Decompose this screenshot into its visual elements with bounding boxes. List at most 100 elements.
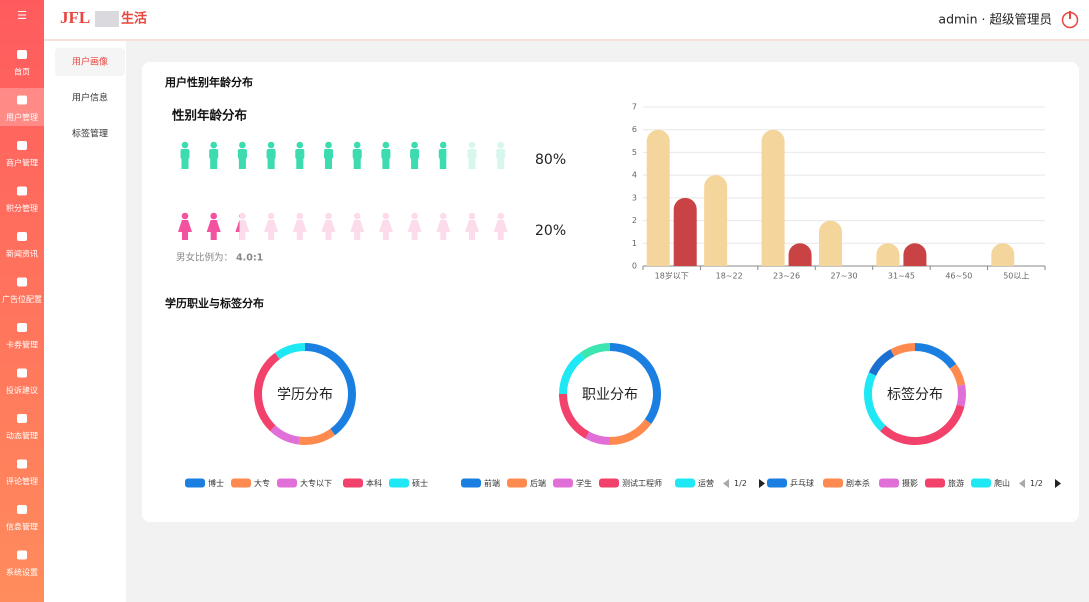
donut-slice <box>956 384 967 407</box>
legend-label[interactable]: 运营 <box>698 478 714 488</box>
donut-slice <box>585 431 610 445</box>
legend-label[interactable]: 博士 <box>208 478 224 488</box>
x-tick-label: 27~30 <box>830 272 857 281</box>
legend-swatch <box>767 478 787 488</box>
icon-body <box>467 149 477 159</box>
icon-body <box>266 149 276 159</box>
icon-body <box>235 220 240 232</box>
icon-legs <box>497 231 504 240</box>
icon-head <box>210 141 217 149</box>
legend-label[interactable]: 爬山 <box>994 478 1010 488</box>
icon-head <box>353 212 361 220</box>
menu-item[interactable]: 系统设置 <box>6 567 38 577</box>
icon-body <box>436 220 451 232</box>
ratio-label: 男女比例为： <box>176 252 233 264</box>
legend-label[interactable]: 本科 <box>366 478 382 488</box>
menu-icon <box>17 505 27 514</box>
x-tick-label: 50以上 <box>1003 272 1029 281</box>
legend-label[interactable]: 后端 <box>530 478 546 488</box>
donut-slice <box>559 394 590 439</box>
donut-slice <box>305 343 357 436</box>
donut-slice <box>298 428 335 445</box>
icon-head <box>382 212 390 220</box>
menu-item[interactable]: 广告位配置 <box>2 294 42 304</box>
menu-toggle[interactable]: ☰ <box>17 9 27 22</box>
legend-label[interactable]: 硕士 <box>412 478 428 488</box>
pager-next[interactable] <box>1055 479 1061 488</box>
icon-legs <box>239 231 240 240</box>
icon-legs <box>210 231 217 240</box>
icon-body <box>496 149 506 159</box>
subnav-item[interactable]: 用户信息 <box>72 92 108 104</box>
pager-next[interactable] <box>759 479 765 488</box>
icon-head <box>239 214 240 218</box>
icon-head <box>267 212 275 220</box>
icon-head <box>353 141 361 149</box>
subnav-item[interactable]: 标签管理 <box>72 128 108 140</box>
icon-body <box>350 220 365 232</box>
menu-icon <box>17 50 27 59</box>
menu-item[interactable]: 新闻资讯 <box>6 249 38 259</box>
icon-body <box>410 149 420 159</box>
y-tick-label: 3 <box>632 193 637 202</box>
icon-head <box>296 212 304 220</box>
menu-item[interactable]: 评论管理 <box>6 476 38 486</box>
pager-label: 1/2 <box>1030 479 1043 488</box>
menu-item[interactable]: 首页 <box>14 67 30 77</box>
legend-label[interactable]: 学生 <box>576 478 592 488</box>
legend-label[interactable]: 乒乓球 <box>790 478 814 488</box>
user[interactable]: admin · 超级管理员 <box>938 12 1052 27</box>
percent-label: 20% <box>535 223 566 239</box>
legend-label[interactable]: 测试工程师 <box>622 478 662 488</box>
legend-label[interactable]: 旅游 <box>948 478 964 488</box>
menu-item[interactable]: 投诉建议 <box>6 385 38 395</box>
icon-body <box>209 149 219 159</box>
menu-item[interactable]: 动态管理 <box>6 431 38 441</box>
menu-item[interactable]: 商户管理 <box>6 158 38 168</box>
legend-label[interactable]: 大专以下 <box>300 478 332 488</box>
legend-label[interactable]: 摄影 <box>902 478 918 488</box>
icon-legs <box>296 158 304 169</box>
pager-label: 1/2 <box>734 479 747 488</box>
pager-prev[interactable] <box>1019 479 1025 488</box>
pager-prev[interactable] <box>723 479 729 488</box>
icon-head <box>210 212 217 220</box>
icons-filled <box>178 212 240 240</box>
menu-icon <box>17 414 27 423</box>
subnav-item[interactable]: 用户画像 <box>72 56 108 68</box>
menu-item[interactable]: 信息管理 <box>6 522 38 532</box>
bar <box>761 129 785 266</box>
menu-icon <box>17 459 27 469</box>
legend-label[interactable]: 大专 <box>254 478 270 488</box>
icon-legs <box>354 231 361 240</box>
y-tick-label: 1 <box>632 239 637 248</box>
legend-swatch <box>553 478 573 488</box>
donut-slice <box>864 372 886 432</box>
icon-legs <box>296 231 303 240</box>
icon-legs <box>182 231 188 240</box>
icon-legs <box>469 231 475 240</box>
legend-swatch <box>675 478 695 488</box>
icon-body <box>465 220 479 232</box>
legend-label[interactable]: 前端 <box>484 478 500 488</box>
menu-item[interactable]: 积分管理 <box>6 203 38 213</box>
icon-body <box>321 220 336 232</box>
icon-legs <box>239 231 246 240</box>
donut-slice <box>949 364 966 386</box>
donut-slice <box>559 352 585 394</box>
icon-legs <box>411 231 418 240</box>
legend-swatch <box>461 478 481 488</box>
icon-legs <box>325 231 332 240</box>
donut-title: 标签分布 <box>887 386 943 403</box>
menu-item[interactable]: 卡券管理 <box>6 340 38 350</box>
legend-label[interactable]: 剧本杀 <box>846 478 870 488</box>
menu-item[interactable]: 用户管理 <box>6 112 38 122</box>
donut-slice <box>880 404 965 446</box>
menu-icon <box>17 232 27 241</box>
menu-icon <box>17 323 27 332</box>
icon-legs <box>468 158 476 169</box>
icon-legs <box>497 158 505 169</box>
icon-head <box>440 212 447 220</box>
icon-head <box>325 141 332 149</box>
